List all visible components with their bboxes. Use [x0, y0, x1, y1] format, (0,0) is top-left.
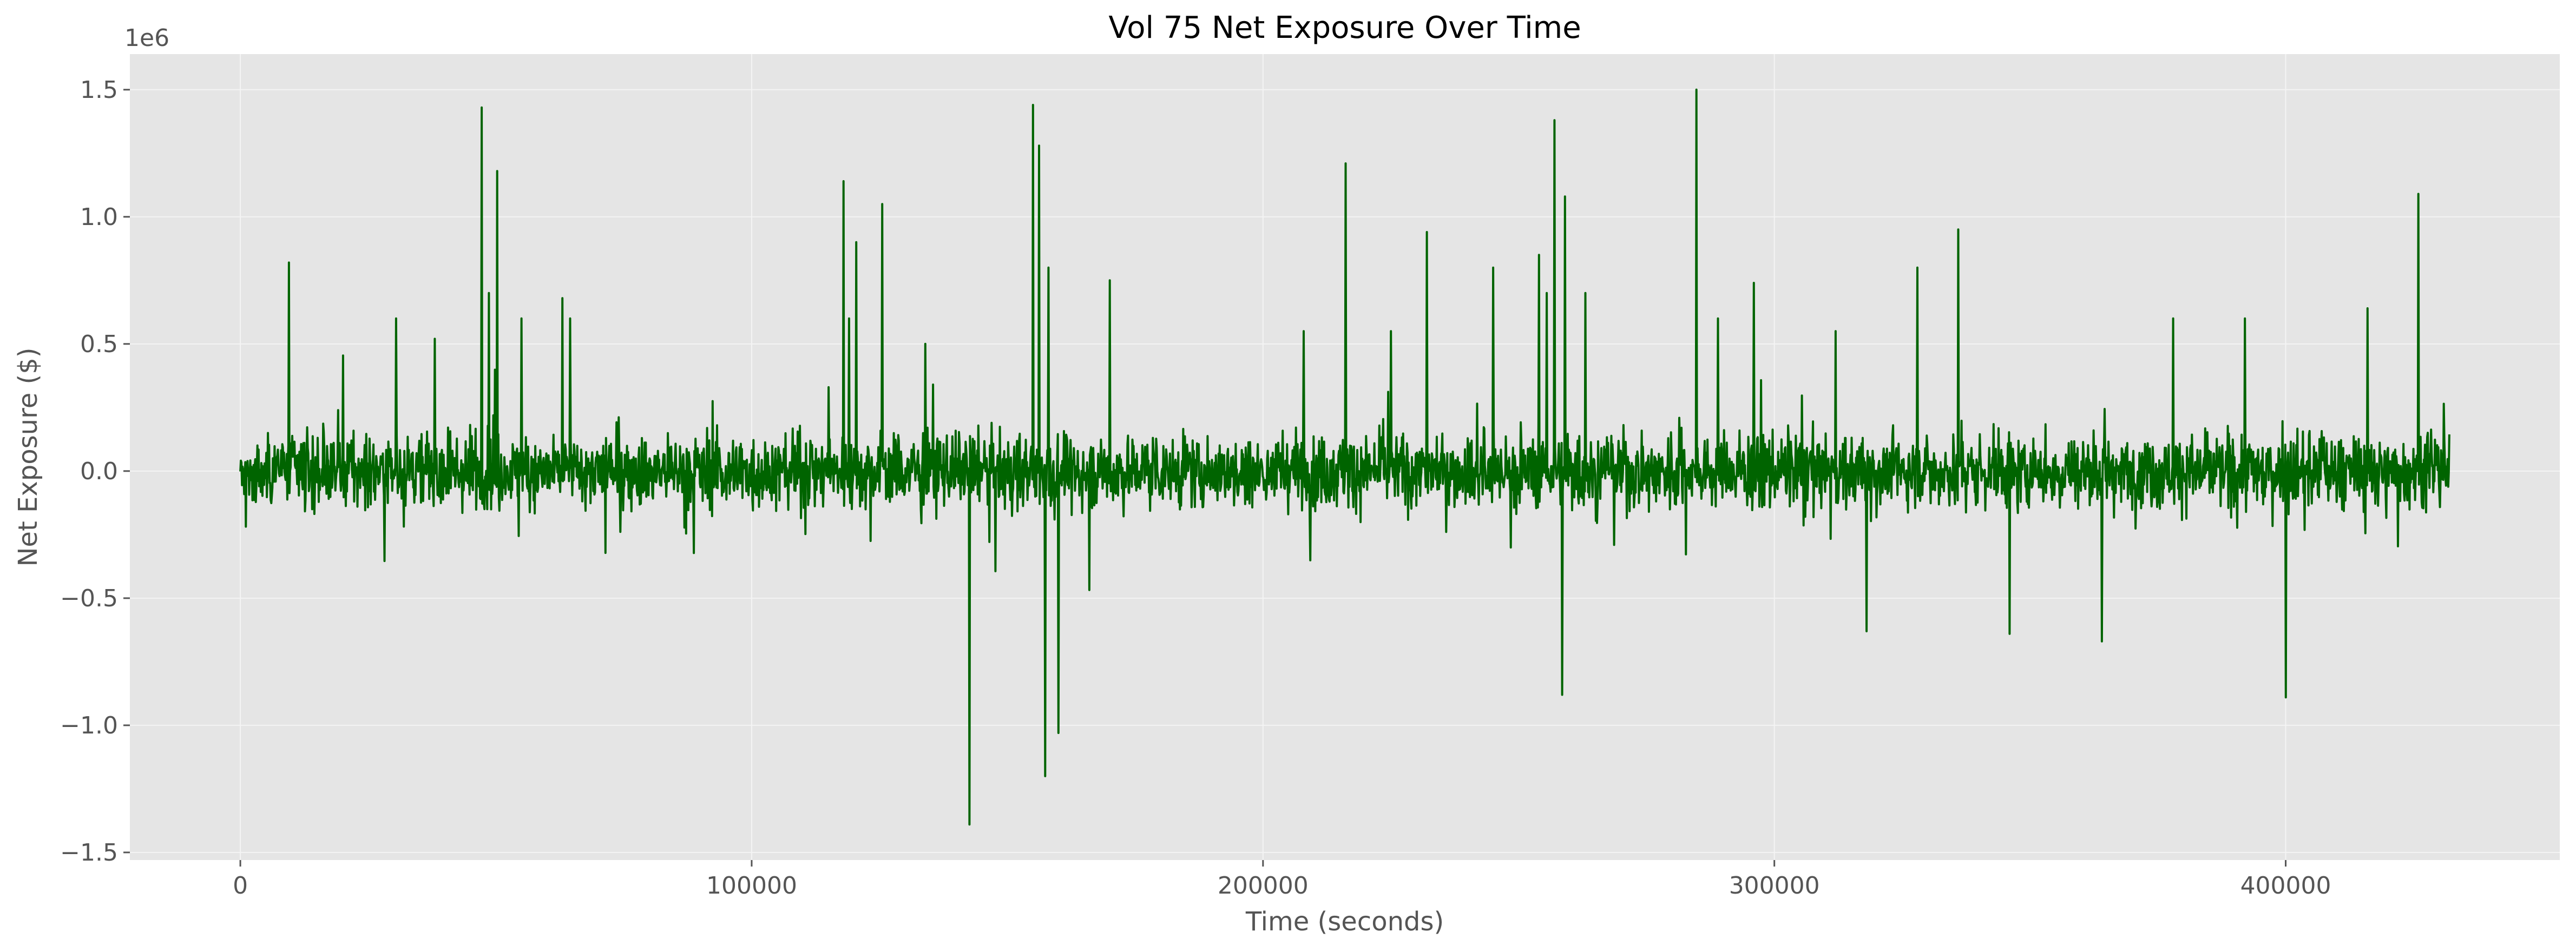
- y-tick-label: 0.5: [80, 330, 118, 358]
- x-tick-label: 100000: [706, 872, 797, 900]
- y-tick-label: 0.0: [80, 458, 118, 485]
- y-tick-label: −1.0: [60, 712, 118, 739]
- y-axis-ticks: −1.5 −1.0 −0.5 0.0 0.5 1.0 1.5: [60, 76, 130, 867]
- y-axis-label: Net Exposure ($): [13, 348, 43, 567]
- net-exposure-line: [239, 88, 2450, 826]
- x-tick-label: 400000: [2240, 872, 2331, 900]
- y-tick-label: 1.0: [80, 203, 118, 231]
- x-tick-label: 0: [233, 872, 248, 900]
- x-axis-ticks: 0 100000 200000 300000 400000: [233, 860, 2331, 900]
- chart-title: Vol 75 Net Exposure Over Time: [1108, 10, 1581, 45]
- x-tick-label: 200000: [1218, 872, 1309, 900]
- x-tick-label: 300000: [1729, 872, 1820, 900]
- y-tick-label: −1.5: [60, 839, 118, 867]
- y-offset-label: 1e6: [124, 24, 169, 52]
- y-tick-label: −0.5: [60, 585, 118, 612]
- y-tick-label: 1.5: [80, 76, 118, 104]
- x-axis-label: Time (seconds): [1245, 907, 1444, 937]
- data-series: [239, 88, 2450, 826]
